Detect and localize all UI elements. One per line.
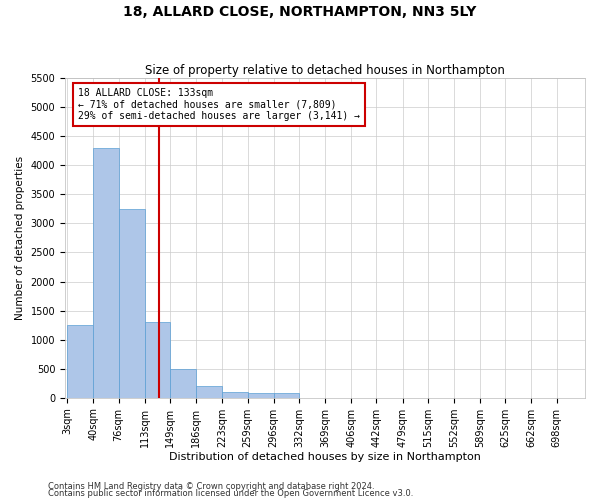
Bar xyxy=(222,392,248,398)
Title: Size of property relative to detached houses in Northampton: Size of property relative to detached ho… xyxy=(145,64,505,77)
Bar xyxy=(93,148,119,398)
Bar xyxy=(248,394,274,398)
X-axis label: Distribution of detached houses by size in Northampton: Distribution of detached houses by size … xyxy=(169,452,481,462)
Y-axis label: Number of detached properties: Number of detached properties xyxy=(15,156,25,320)
Text: 18, ALLARD CLOSE, NORTHAMPTON, NN3 5LY: 18, ALLARD CLOSE, NORTHAMPTON, NN3 5LY xyxy=(124,5,476,19)
Bar xyxy=(145,322,170,398)
Bar xyxy=(119,209,145,398)
Bar xyxy=(274,394,299,398)
Text: Contains HM Land Registry data © Crown copyright and database right 2024.: Contains HM Land Registry data © Crown c… xyxy=(48,482,374,491)
Bar xyxy=(67,325,93,398)
Text: Contains public sector information licensed under the Open Government Licence v3: Contains public sector information licen… xyxy=(48,490,413,498)
Text: 18 ALLARD CLOSE: 133sqm
← 71% of detached houses are smaller (7,809)
29% of semi: 18 ALLARD CLOSE: 133sqm ← 71% of detache… xyxy=(78,88,360,121)
Bar xyxy=(170,368,196,398)
Bar xyxy=(196,386,222,398)
